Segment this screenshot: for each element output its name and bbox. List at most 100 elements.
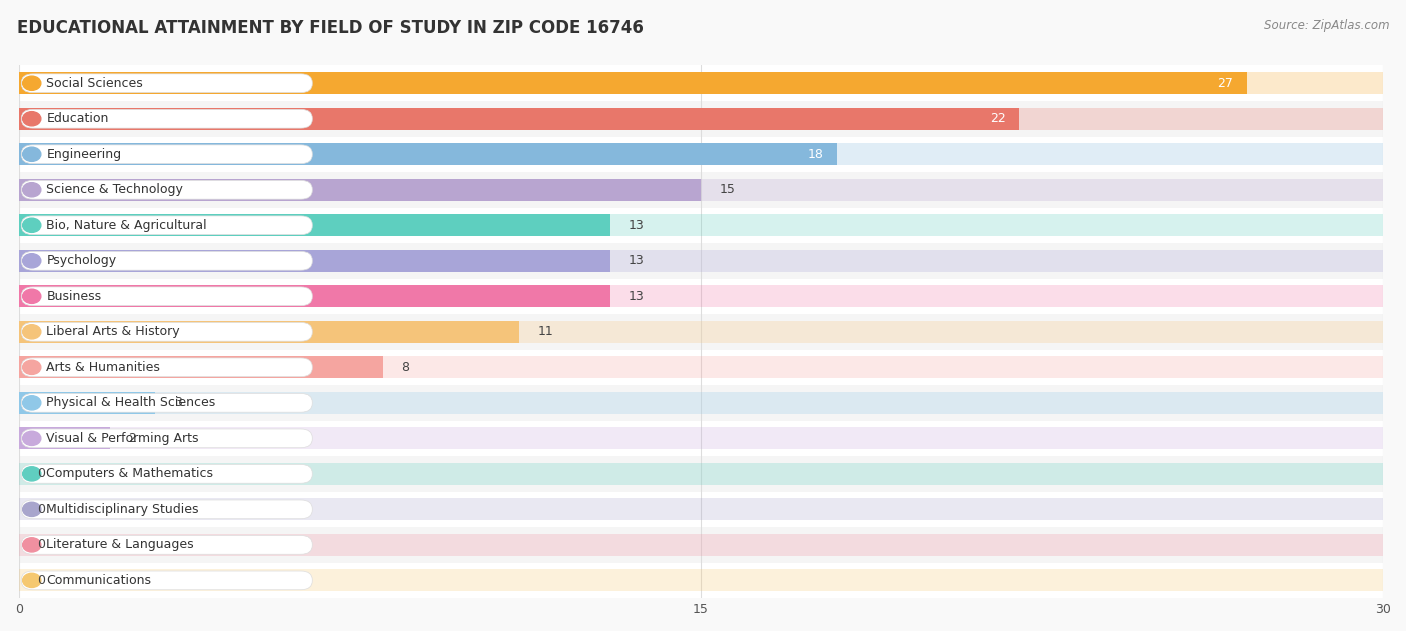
Circle shape	[22, 360, 41, 374]
FancyBboxPatch shape	[21, 287, 312, 305]
Bar	[20, 285, 610, 307]
Text: Computers & Mathematics: Computers & Mathematics	[46, 468, 214, 480]
Bar	[20, 456, 1384, 492]
FancyBboxPatch shape	[21, 180, 312, 199]
Text: 11: 11	[537, 326, 553, 338]
Text: Business: Business	[46, 290, 101, 303]
Circle shape	[22, 76, 41, 90]
Circle shape	[22, 574, 41, 587]
Bar	[20, 427, 110, 449]
Circle shape	[22, 538, 41, 552]
Text: 0: 0	[37, 538, 45, 551]
FancyBboxPatch shape	[21, 536, 312, 554]
Text: Bio, Nature & Agricultural: Bio, Nature & Agricultural	[46, 219, 207, 232]
Text: Multidisciplinary Studies: Multidisciplinary Studies	[46, 503, 198, 516]
Bar	[20, 321, 519, 343]
FancyBboxPatch shape	[21, 145, 312, 163]
Bar	[20, 108, 1384, 130]
Bar	[20, 314, 1384, 350]
Text: 0: 0	[37, 468, 45, 480]
Bar	[20, 108, 1019, 130]
Circle shape	[22, 396, 41, 410]
Bar	[20, 72, 1384, 94]
Bar	[20, 143, 1384, 165]
Circle shape	[22, 325, 41, 339]
Bar	[20, 208, 1384, 243]
Text: Physical & Health Sciences: Physical & Health Sciences	[46, 396, 215, 410]
Text: Visual & Performing Arts: Visual & Performing Arts	[46, 432, 198, 445]
Text: Source: ZipAtlas.com: Source: ZipAtlas.com	[1264, 19, 1389, 32]
Circle shape	[22, 431, 41, 445]
Bar	[20, 527, 1384, 563]
Bar	[20, 569, 1384, 591]
Bar	[20, 321, 1384, 343]
FancyBboxPatch shape	[21, 216, 312, 235]
Bar	[20, 136, 1384, 172]
Text: Engineering: Engineering	[46, 148, 121, 161]
Bar	[20, 392, 156, 414]
FancyBboxPatch shape	[21, 500, 312, 519]
Bar	[20, 179, 1384, 201]
Bar	[20, 357, 1384, 379]
Text: Education: Education	[46, 112, 108, 125]
Text: Arts & Humanities: Arts & Humanities	[46, 361, 160, 374]
Text: 22: 22	[990, 112, 1005, 125]
FancyBboxPatch shape	[21, 322, 312, 341]
Circle shape	[22, 112, 41, 126]
Text: 0: 0	[37, 574, 45, 587]
Bar	[20, 243, 1384, 278]
Text: Liberal Arts & History: Liberal Arts & History	[46, 326, 180, 338]
Bar	[20, 215, 1384, 236]
Text: 27: 27	[1218, 77, 1233, 90]
Text: EDUCATIONAL ATTAINMENT BY FIELD OF STUDY IN ZIP CODE 16746: EDUCATIONAL ATTAINMENT BY FIELD OF STUDY…	[17, 19, 644, 37]
Text: 3: 3	[173, 396, 181, 410]
Bar	[20, 563, 1384, 598]
Bar	[20, 392, 1384, 414]
Bar	[20, 427, 1384, 449]
Bar	[20, 285, 1384, 307]
Bar	[20, 101, 1384, 136]
Bar	[20, 250, 610, 272]
FancyBboxPatch shape	[21, 394, 312, 412]
Circle shape	[22, 147, 41, 162]
Bar	[20, 278, 1384, 314]
FancyBboxPatch shape	[21, 571, 312, 590]
FancyBboxPatch shape	[21, 109, 312, 128]
Bar	[20, 72, 1247, 94]
Bar	[20, 215, 610, 236]
Bar	[20, 492, 1384, 527]
Bar	[20, 250, 1384, 272]
Circle shape	[22, 182, 41, 197]
Bar	[20, 385, 1384, 421]
Circle shape	[22, 218, 41, 232]
FancyBboxPatch shape	[21, 251, 312, 270]
Text: 13: 13	[628, 254, 644, 268]
Text: Psychology: Psychology	[46, 254, 117, 268]
Text: 13: 13	[628, 290, 644, 303]
Bar	[20, 421, 1384, 456]
Text: 0: 0	[37, 503, 45, 516]
Circle shape	[22, 289, 41, 304]
Text: Social Sciences: Social Sciences	[46, 77, 143, 90]
Circle shape	[22, 502, 41, 517]
Bar	[20, 66, 1384, 101]
Text: Science & Technology: Science & Technology	[46, 183, 183, 196]
Text: 8: 8	[401, 361, 409, 374]
Text: 13: 13	[628, 219, 644, 232]
Text: 2: 2	[128, 432, 136, 445]
Bar	[20, 179, 702, 201]
Bar	[20, 357, 382, 379]
Text: Communications: Communications	[46, 574, 152, 587]
Bar	[20, 143, 838, 165]
Bar	[20, 463, 1384, 485]
Text: 15: 15	[720, 183, 735, 196]
Bar	[20, 498, 1384, 521]
Bar	[20, 534, 1384, 556]
FancyBboxPatch shape	[21, 464, 312, 483]
Circle shape	[22, 254, 41, 268]
Circle shape	[22, 467, 41, 481]
FancyBboxPatch shape	[21, 358, 312, 377]
Bar	[20, 172, 1384, 208]
FancyBboxPatch shape	[21, 74, 312, 93]
Bar	[20, 350, 1384, 385]
